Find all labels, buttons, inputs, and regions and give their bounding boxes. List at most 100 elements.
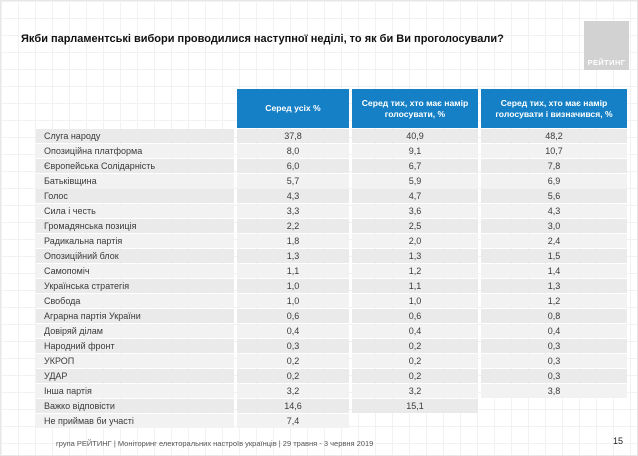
- row-label: Сила і честь: [36, 204, 234, 218]
- table-header-row: Серед усіх % Серед тих, хто має намір го…: [36, 89, 627, 128]
- table-row: Довіряй ділам 0,4 0,4 0,4: [36, 324, 627, 338]
- row-value: 6,0: [237, 159, 349, 173]
- row-value: 3,2: [352, 384, 478, 398]
- table-row: Не приймав би участі 7,4: [36, 414, 627, 428]
- table-row: Голос 4,3 4,7 5,6: [36, 189, 627, 203]
- row-value: 1,0: [237, 294, 349, 308]
- table-row: Інша партія 3,2 3,2 3,8: [36, 384, 627, 398]
- row-label: Народний фронт: [36, 339, 234, 353]
- row-value: 1,2: [352, 264, 478, 278]
- row-value: 2,0: [352, 234, 478, 248]
- row-value: 1,2: [481, 294, 627, 308]
- row-value: 0,6: [352, 309, 478, 323]
- row-value: 1,0: [237, 279, 349, 293]
- footer-source-text: група РЕЙТИНГ | Моніторинг електоральних…: [56, 439, 374, 448]
- row-value: [481, 414, 627, 428]
- row-value: 10,7: [481, 144, 627, 158]
- row-value: 4,3: [237, 189, 349, 203]
- row-value: 4,3: [481, 204, 627, 218]
- row-label: Радикальна партія: [36, 234, 234, 248]
- row-value: 0,3: [481, 339, 627, 353]
- row-label: Довіряй ділам: [36, 324, 234, 338]
- row-value: 1,0: [352, 294, 478, 308]
- row-label: Слуга народу: [36, 129, 234, 143]
- table-row: Громадянська позиція 2,2 2,5 3,0: [36, 219, 627, 233]
- header-cell-intend-to-vote: Серед тих, хто має намір голосувати, %: [352, 89, 478, 128]
- poll-results-table: Серед усіх % Серед тих, хто має намір го…: [36, 89, 627, 429]
- table-row: Аграрна партія України 0,6 0,6 0,8: [36, 309, 627, 323]
- header-cell-among-all: Серед усіх %: [237, 89, 349, 128]
- row-value: 0,4: [481, 324, 627, 338]
- table-row: Народний фронт 0,3 0,2 0,3: [36, 339, 627, 353]
- row-label: Європейська Солідарність: [36, 159, 234, 173]
- table-row: Батьківщина 5,7 5,9 6,9: [36, 174, 627, 188]
- row-value: 48,2: [481, 129, 627, 143]
- row-value: 14,6: [237, 399, 349, 413]
- row-value: 0,3: [481, 369, 627, 383]
- row-value: 1,4: [481, 264, 627, 278]
- row-label: Батьківщина: [36, 174, 234, 188]
- table-row: УДАР 0,2 0,2 0,3: [36, 369, 627, 383]
- row-value: 0,4: [352, 324, 478, 338]
- page-number: 15: [613, 436, 624, 446]
- row-value: 1,3: [237, 249, 349, 263]
- table-row: Опозиційна платформа 8,0 9,1 10,7: [36, 144, 627, 158]
- row-value: 1,1: [352, 279, 478, 293]
- rating-logo-text: РЕЙТИНГ: [587, 58, 626, 67]
- row-value: 5,6: [481, 189, 627, 203]
- table-row: Слуга народу 37,8 40,9 48,2: [36, 129, 627, 143]
- rating-group-logo: РЕЙТИНГ: [584, 21, 629, 70]
- row-value: 2,4: [481, 234, 627, 248]
- row-label: УДАР: [36, 369, 234, 383]
- row-value: 5,7: [237, 174, 349, 188]
- table-row: Європейська Солідарність 6,0 6,7 7,8: [36, 159, 627, 173]
- row-value: 0,2: [352, 354, 478, 368]
- row-value: 0,4: [237, 324, 349, 338]
- table-row: УКРОП 0,2 0,2 0,3: [36, 354, 627, 368]
- row-value: 0,3: [481, 354, 627, 368]
- row-label: Самопоміч: [36, 264, 234, 278]
- row-value: 0,3: [237, 339, 349, 353]
- row-label: Українська стратегія: [36, 279, 234, 293]
- row-value: [352, 414, 478, 428]
- row-label: Не приймав би участі: [36, 414, 234, 428]
- row-value: 1,5: [481, 249, 627, 263]
- row-label: Опозиційна платформа: [36, 144, 234, 158]
- row-label: Голос: [36, 189, 234, 203]
- row-value: 0,6: [237, 309, 349, 323]
- row-value: 0,8: [481, 309, 627, 323]
- row-value: 5,9: [352, 174, 478, 188]
- row-value: 6,9: [481, 174, 627, 188]
- row-value: 0,2: [352, 339, 478, 353]
- table-row: Самопоміч 1,1 1,2 1,4: [36, 264, 627, 278]
- row-value: 6,7: [352, 159, 478, 173]
- row-value: [481, 399, 627, 413]
- row-value: 1,1: [237, 264, 349, 278]
- row-value: 0,2: [352, 369, 478, 383]
- row-label: Важко відповісти: [36, 399, 234, 413]
- row-value: 3,3: [237, 204, 349, 218]
- table-row: Свобода 1,0 1,0 1,2: [36, 294, 627, 308]
- row-value: 0,2: [237, 369, 349, 383]
- row-value: 1,8: [237, 234, 349, 248]
- row-value: 8,0: [237, 144, 349, 158]
- row-value: 2,2: [237, 219, 349, 233]
- row-value: 0,2: [237, 354, 349, 368]
- row-label: Аграрна партія України: [36, 309, 234, 323]
- page-title: Якби парламентські вибори проводилися на…: [21, 33, 504, 45]
- table-row: Сила і честь 3,3 3,6 4,3: [36, 204, 627, 218]
- row-value: 3,8: [481, 384, 627, 398]
- table-row: Важко відповісти 14,6 15,1: [36, 399, 627, 413]
- row-value: 3,2: [237, 384, 349, 398]
- row-label: УКРОП: [36, 354, 234, 368]
- table-body: Слуга народу 37,8 40,9 48,2 Опозиційна платф…: [36, 129, 627, 428]
- row-label: Інша партія: [36, 384, 234, 398]
- row-value: 1,3: [481, 279, 627, 293]
- table-row: Опозиційний блок 1,3 1,3 1,5: [36, 249, 627, 263]
- row-label: Свобода: [36, 294, 234, 308]
- table-row: Українська стратегія 1,0 1,1 1,3: [36, 279, 627, 293]
- row-value: 15,1: [352, 399, 478, 413]
- row-value: 1,3: [352, 249, 478, 263]
- row-value: 3,0: [481, 219, 627, 233]
